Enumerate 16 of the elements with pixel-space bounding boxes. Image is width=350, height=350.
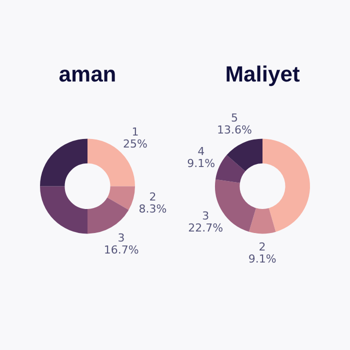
- data-label: 22.7%: [188, 221, 224, 234]
- slice-label: 4: [198, 144, 205, 158]
- chart-title: Maliyet: [225, 61, 300, 86]
- data-label: 9.1%: [248, 252, 276, 266]
- data-label: 9.1%: [187, 156, 216, 170]
- slice-label: 3: [118, 231, 125, 244]
- data-label: 13.6%: [217, 124, 252, 137]
- slice-label: 3: [202, 209, 210, 222]
- slice-label: 5: [231, 112, 238, 125]
- data-label: 8.3%: [138, 202, 167, 216]
- slice-label: 2: [149, 190, 156, 204]
- slice-label: 2: [258, 240, 266, 254]
- data-label: 25%: [123, 137, 148, 150]
- slice-label: 1: [132, 125, 139, 138]
- chart-title: aman: [58, 61, 116, 86]
- data-label: 16.7%: [104, 243, 139, 256]
